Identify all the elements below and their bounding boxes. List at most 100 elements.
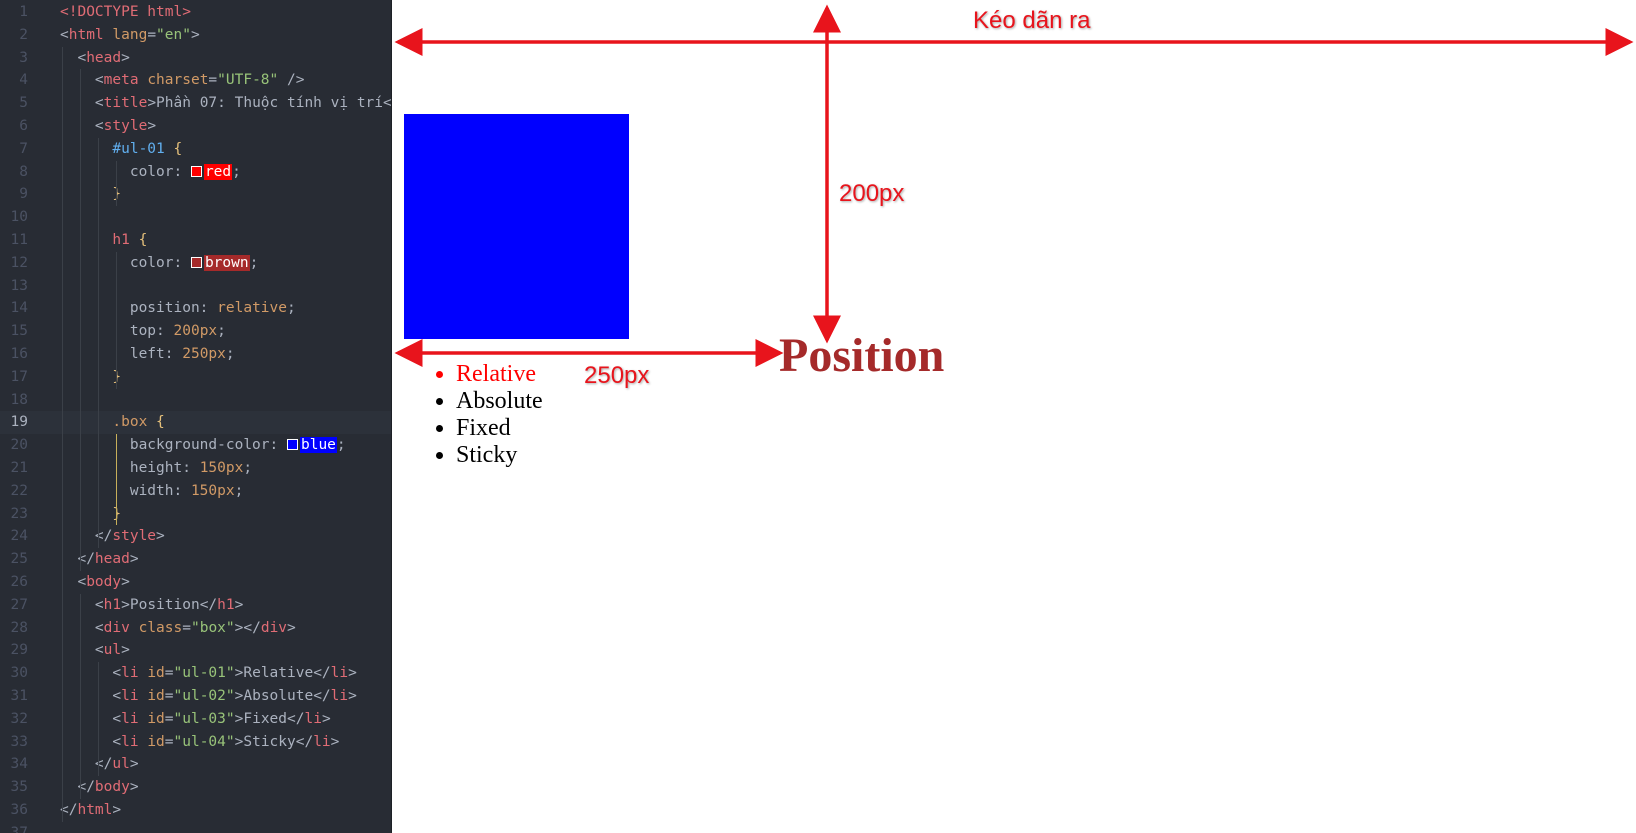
- code-token: "UTF-8": [217, 72, 279, 89]
- code-line[interactable]: 34 </ul>: [0, 753, 391, 776]
- code-token: >: [321, 710, 331, 727]
- code-line[interactable]: 33 <li id="ul-04">Sticky</li>: [0, 731, 391, 754]
- code-line[interactable]: 17 }: [0, 366, 391, 389]
- code-line[interactable]: 10: [0, 206, 391, 229]
- code-line[interactable]: 9 }: [0, 183, 391, 206]
- code-editor[interactable]: 1 <!DOCTYPE html> 2 <html lang="en"> 3 <head…: [0, 0, 392, 833]
- code-token: ;: [225, 346, 235, 362]
- code-line[interactable]: 32 <li id="ul-03">Fixed</li>: [0, 708, 391, 731]
- code-line[interactable]: 27 <h1>Position</h1>: [0, 594, 391, 617]
- code-text: </body>: [60, 776, 138, 799]
- code-token: charset: [147, 72, 209, 89]
- code-token: style: [112, 528, 157, 545]
- code-token: ;: [249, 254, 259, 271]
- code-token: >: [190, 26, 200, 43]
- code-token: id: [147, 665, 165, 682]
- code-text: .box {: [60, 411, 164, 434]
- code-line[interactable]: 5 <title>Phần 07: Thuộc tính vị trí</tit…: [0, 92, 391, 115]
- line-number: 1: [19, 4, 28, 20]
- code-line[interactable]: 29 <ul>: [0, 639, 391, 662]
- code-line[interactable]: 28 <div class="box"></div>: [0, 617, 391, 640]
- code-token: class: [138, 619, 183, 636]
- code-token: [60, 346, 130, 362]
- code-text: <style>: [60, 115, 156, 138]
- code-token: {: [138, 232, 148, 248]
- code-line[interactable]: 20 background-color: blue;: [0, 434, 391, 457]
- code-line[interactable]: 14 position: relative;: [0, 297, 391, 320]
- code-text: </ul>: [60, 753, 139, 776]
- code-token: li: [121, 665, 139, 682]
- code-token: >: [348, 688, 357, 704]
- code-line[interactable]: 36 </html>: [0, 799, 391, 822]
- code-token: =: [164, 665, 174, 682]
- code-line[interactable]: 24 </style>: [0, 525, 391, 548]
- code-token: >: [234, 596, 244, 613]
- line-number: 18: [10, 391, 28, 408]
- color-swatch-icon: [190, 256, 202, 268]
- code-token: li: [121, 733, 139, 750]
- code-token: [60, 369, 112, 385]
- code-text: <!DOCTYPE html>: [60, 1, 191, 24]
- code-line[interactable]: 8 color: red;: [0, 161, 391, 184]
- code-token: >Sticky</: [234, 733, 314, 750]
- code-line[interactable]: 2 <html lang="en">: [0, 24, 391, 47]
- code-token: li: [330, 665, 349, 682]
- indent-guide: [98, 137, 99, 549]
- code-line[interactable]: 22 width: 150px;: [0, 480, 391, 503]
- code-line[interactable]: 25 </head>: [0, 548, 391, 571]
- code-token: left:: [129, 346, 183, 362]
- code-token: color:: [129, 254, 191, 271]
- code-line[interactable]: 18: [0, 389, 391, 412]
- code-line[interactable]: 1 <!DOCTYPE html>: [0, 1, 391, 24]
- code-line[interactable]: 13: [0, 275, 391, 298]
- list-item: Absolute: [456, 388, 543, 415]
- code-line[interactable]: 12 color: brown;: [0, 252, 391, 275]
- code-token: id: [147, 733, 165, 750]
- code-token: ;: [217, 323, 226, 340]
- code-token: >: [348, 665, 357, 682]
- code-token: div: [260, 619, 288, 636]
- code-token: >: [147, 118, 157, 134]
- code-line[interactable]: 4 <meta charset="UTF-8" />: [0, 69, 391, 92]
- line-number: 34: [10, 756, 28, 773]
- code-token: [60, 164, 130, 180]
- code-token: [139, 688, 148, 704]
- code-line[interactable]: 6 <style>: [0, 115, 391, 138]
- code-token: </: [60, 756, 113, 773]
- code-token: [130, 232, 139, 248]
- code-token: [60, 506, 112, 522]
- code-text: h1 {: [60, 229, 147, 252]
- code-line[interactable]: 37: [0, 822, 391, 833]
- code-line[interactable]: 35 </body>: [0, 776, 391, 799]
- code-line[interactable]: 16 left: 250px;: [0, 343, 391, 366]
- code-token: [60, 300, 130, 316]
- code-token: =: [164, 710, 174, 727]
- line-number: 6: [19, 118, 28, 134]
- code-line[interactable]: 3 <head>: [0, 47, 391, 70]
- code-line[interactable]: 23 }: [0, 503, 391, 526]
- code-text: position: relative;: [60, 297, 296, 320]
- code-line[interactable]: 31 <li id="ul-02">Absolute</li>: [0, 685, 391, 708]
- code-token: <: [60, 733, 122, 750]
- indent-guide: [80, 69, 81, 571]
- code-token: style: [103, 118, 148, 134]
- code-line[interactable]: 7 #ul-01 {: [0, 138, 391, 161]
- code-line[interactable]: 30 <li id="ul-01">Relative</li>: [0, 662, 391, 685]
- code-token: [60, 483, 130, 499]
- code-line[interactable]: 26 <body>: [0, 571, 391, 594]
- code-line[interactable]: 19 .box {: [0, 411, 391, 435]
- code-line[interactable]: 21 height: 150px;: [0, 457, 391, 480]
- code-token: height:: [129, 460, 200, 476]
- code-token: <: [60, 574, 87, 590]
- code-line[interactable]: 11 h1 {: [0, 229, 391, 252]
- code-token: >Absolute</: [234, 688, 331, 704]
- code-text: color: brown;: [60, 252, 258, 275]
- line-number: 21: [10, 460, 28, 476]
- code-line[interactable]: 15 top: 200px;: [0, 320, 391, 343]
- code-token: {: [173, 140, 183, 157]
- code-text: #ul-01 {: [60, 138, 182, 161]
- indent-guide: [116, 251, 117, 389]
- line-number: 12: [10, 254, 28, 271]
- code-token: >: [129, 551, 139, 568]
- line-number: 35: [10, 779, 28, 796]
